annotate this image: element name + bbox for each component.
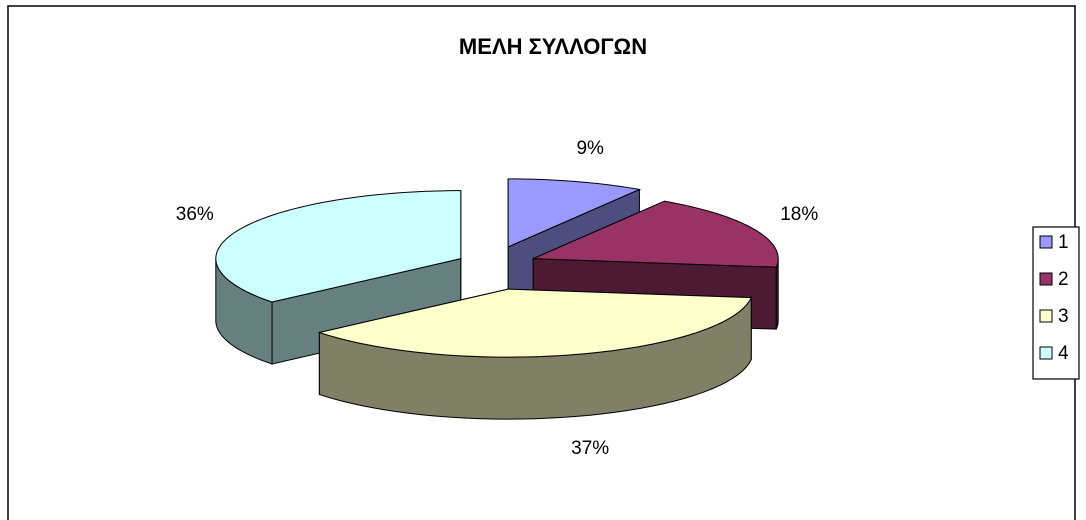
legend-label: 3 xyxy=(1058,306,1069,327)
data-label: 18% xyxy=(780,204,818,225)
chart-title: ΜΕΛΗ ΣΥΛΛΟΓΩΝ xyxy=(459,34,647,59)
legend-label: 2 xyxy=(1058,269,1069,290)
data-label: 36% xyxy=(176,204,214,225)
slice-top xyxy=(317,288,753,358)
data-label: 37% xyxy=(571,438,609,459)
slice-top xyxy=(215,190,462,303)
legend-swatch xyxy=(1039,309,1053,323)
slice-top xyxy=(532,200,779,268)
slice xyxy=(317,288,753,420)
slice-outer-side xyxy=(775,258,779,330)
legend-swatch xyxy=(1039,272,1053,286)
legend-label: 4 xyxy=(1058,343,1069,364)
data-label: 9% xyxy=(576,138,604,159)
legend-swatch xyxy=(1039,346,1053,360)
legend-swatch xyxy=(1039,235,1053,249)
slice-top xyxy=(507,178,642,248)
legend-label: 1 xyxy=(1058,232,1069,253)
